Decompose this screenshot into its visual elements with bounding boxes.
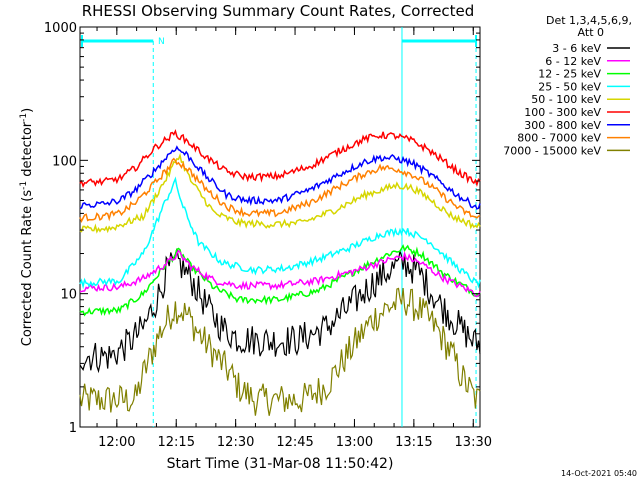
plot-area xyxy=(79,26,481,428)
legend-header-line1: Det 1,3,4,5,6,9, xyxy=(546,14,632,27)
y-tick-label: 1000 xyxy=(44,21,77,36)
time-markers xyxy=(81,27,478,427)
series-line xyxy=(79,145,481,210)
x-tick-label: 13:30 xyxy=(455,435,492,450)
series-line xyxy=(79,287,481,416)
x-tick-labels: 12:00 12:15 12:30 12:45 13:00 13:15 13:30 xyxy=(98,435,492,450)
legend-label: 800 - 7000 keV xyxy=(517,132,601,145)
series-line xyxy=(79,244,481,317)
x-tick-label: 12:00 xyxy=(98,435,135,450)
series-line xyxy=(79,249,481,298)
axis-ticks xyxy=(80,27,480,428)
legend-label: 300 - 800 keV xyxy=(524,119,601,132)
legend-label: 3 - 6 keV xyxy=(552,42,601,55)
x-tick-label: 12:30 xyxy=(217,435,254,450)
x-tick-label: 12:45 xyxy=(276,435,313,450)
y-axis-label: Corrected Count Rate (s-1 detector-1) xyxy=(19,108,35,346)
x-tick-label: 12:15 xyxy=(158,435,195,450)
x-tick-label: 13:00 xyxy=(336,435,373,450)
x-tick-label: 13:15 xyxy=(395,435,432,450)
legend-label: 100 - 300 keV xyxy=(524,106,601,119)
y-tick-labels: 1 10 100 1000 xyxy=(44,21,77,436)
legend-header-line2: Att 0 xyxy=(578,26,604,39)
series-line xyxy=(79,128,481,189)
legend-label: 25 - 50 keV xyxy=(538,80,601,93)
legend-label: 7000 - 15000 keV xyxy=(503,144,601,157)
legend-label: 6 - 12 keV xyxy=(545,55,601,68)
y-label-sup1: -1 xyxy=(19,181,29,190)
x-axis-label: Start Time (31-Mar-08 11:50:42) xyxy=(167,456,394,472)
y-tick-label: 1 xyxy=(69,421,77,436)
series-lines xyxy=(79,128,481,416)
attenuator-state-label: N xyxy=(158,37,165,47)
footer-timestamp: 14-Oct-2021 05:40 xyxy=(561,469,637,478)
legend-label: 50 - 100 keV xyxy=(531,93,601,106)
legend-label: 12 - 25 keV xyxy=(538,68,601,81)
series-line xyxy=(79,152,481,234)
y-tick-label: 10 xyxy=(60,288,77,303)
y-tick-label: 100 xyxy=(52,154,77,169)
y-label-sup2: -1 xyxy=(19,113,29,122)
chart-title: RHESSI Observing Summary Count Rates, Co… xyxy=(82,2,475,20)
series-line xyxy=(79,157,481,224)
y-label-suffix: ) xyxy=(20,108,35,113)
y-label-prefix: Corrected Count Rate (s xyxy=(20,190,35,347)
series-line xyxy=(79,248,481,374)
series-line xyxy=(79,176,481,290)
plot-frame xyxy=(79,26,481,428)
y-label-middle: detector xyxy=(20,121,35,181)
